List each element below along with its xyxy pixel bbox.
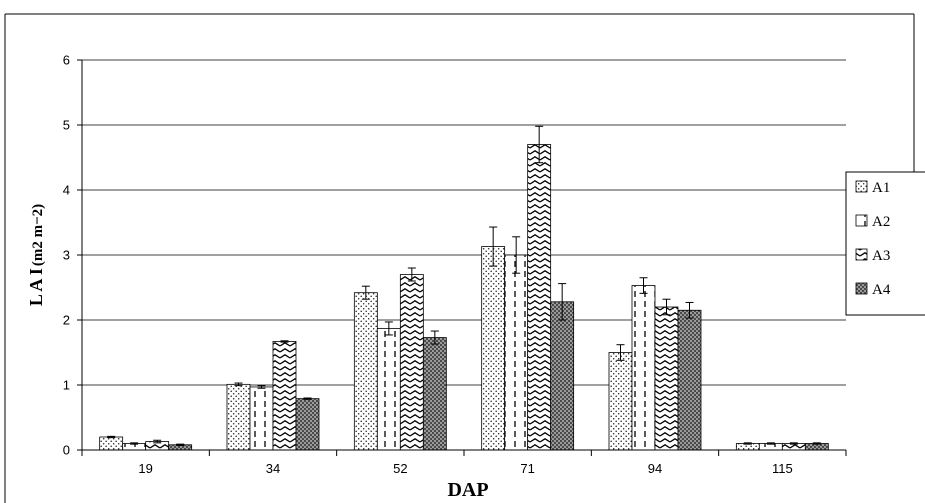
y-tick-label: 6 <box>63 53 70 68</box>
y-tick-labels: 0 1 2 3 4 5 6 <box>63 53 70 458</box>
bar-a2-94 <box>631 285 656 451</box>
bar-a1-52 <box>353 292 378 451</box>
legend-swatch-a4 <box>855 282 868 295</box>
bar-a3-34 <box>272 341 297 451</box>
legend: A1 A2 A3 A4 <box>845 171 925 316</box>
bar-a2-34 <box>249 386 274 451</box>
y-tick-label: 0 <box>63 443 70 458</box>
error-bars <box>107 125 821 446</box>
y-tick-label: 4 <box>63 183 70 198</box>
bar-a3-52 <box>399 274 424 451</box>
legend-label-a4: A4 <box>872 282 891 298</box>
bar-a4-94 <box>677 309 702 451</box>
legend-label-a1: A1 <box>872 180 890 196</box>
axes <box>81 60 847 456</box>
bar-a1-19 <box>99 436 124 451</box>
y-tick-label: 1 <box>63 378 70 393</box>
legend-swatch-a3 <box>855 248 868 261</box>
x-tick-label: 34 <box>266 461 280 476</box>
y-tick-label: 5 <box>63 118 70 133</box>
bar-a4-71 <box>550 301 575 451</box>
x-tick-label: 52 <box>393 461 407 476</box>
legend-label-a3: A3 <box>872 248 890 264</box>
bar-a2-52 <box>376 328 401 451</box>
x-tick-labels: 19 34 52 71 94 115 <box>138 461 792 476</box>
bar-a4-34 <box>295 398 320 451</box>
bar-a3-94 <box>654 306 679 451</box>
bar-a4-52 <box>422 337 447 451</box>
y-axis-title-main: L A I <box>26 268 46 306</box>
bars <box>99 144 829 451</box>
y-axis-title: L A I (m2 m−2) <box>26 204 46 306</box>
bar-a3-71 <box>527 144 552 451</box>
x-tick-label: 71 <box>520 461 534 476</box>
bar-a1-94 <box>608 352 633 451</box>
y-tick-label: 2 <box>63 313 70 328</box>
y-tick-label: 3 <box>63 248 70 263</box>
y-axis-title-unit: (m2 m−2) <box>30 204 46 266</box>
gridlines <box>77 59 846 451</box>
legend-swatch-a2 <box>855 214 868 227</box>
bar-a1-34 <box>226 383 251 451</box>
legend-label-a2: A2 <box>872 214 890 230</box>
x-tick-label: 115 <box>772 461 793 476</box>
legend-swatch-a1 <box>855 180 868 193</box>
x-tick-label: 19 <box>138 461 152 476</box>
x-tick-label: 94 <box>648 461 662 476</box>
x-axis-title: DAP <box>447 479 488 501</box>
bar-a1-71 <box>481 246 506 451</box>
bar-a2-71 <box>504 254 529 451</box>
